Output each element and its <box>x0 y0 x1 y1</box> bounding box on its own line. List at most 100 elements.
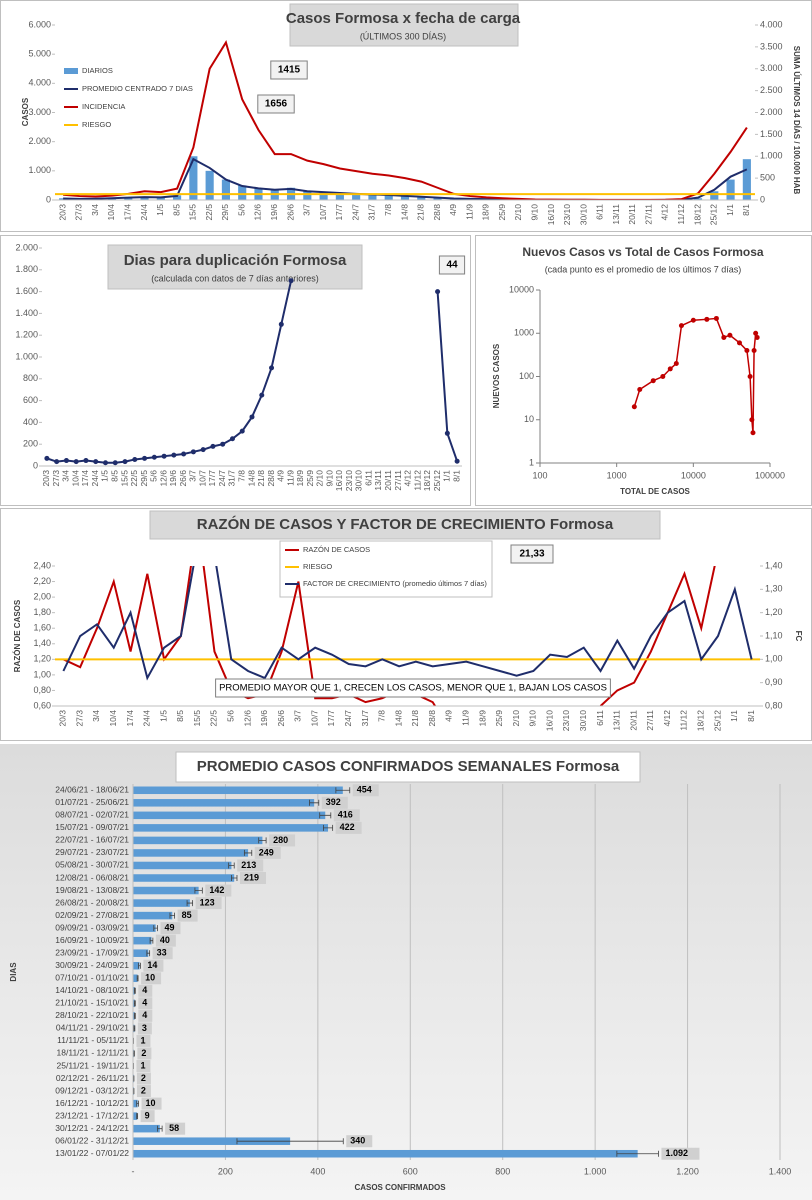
x-tick-label: 3/4 <box>61 470 71 482</box>
y2ticks-label: 0,90 <box>765 677 783 687</box>
bar <box>133 924 156 932</box>
data-label: 10 <box>145 973 155 983</box>
point <box>142 455 148 461</box>
x-tick-label: 2/10 <box>513 204 523 221</box>
x-tick-label: 9/10 <box>529 204 539 221</box>
y-tick-label: 28/10/21 - 22/10/21 <box>55 1010 129 1020</box>
x-tick-label: 31/7 <box>367 204 377 221</box>
y2ticks-label: 3.000 <box>760 63 783 73</box>
legend-label: RAZÓN DE CASOS <box>303 545 370 554</box>
yticks-label: 1.400 <box>15 308 38 318</box>
x-tick-label: 100000 <box>755 470 785 480</box>
x-tick-label: 1/1 <box>725 204 735 216</box>
data-label-box <box>352 784 379 797</box>
bar <box>693 198 703 200</box>
x-tick-label: 14/8 <box>393 710 403 727</box>
data-label: 416 <box>338 810 353 820</box>
chart-title: RAZÓN DE CASOS Y FACTOR DE CRECIMIENTO F… <box>197 515 614 533</box>
annotation: 44 <box>446 260 458 271</box>
x-axis-label: CASOS CONFIRMADOS <box>354 1183 446 1192</box>
bar <box>140 196 149 200</box>
y-tick-label: 13/01/22 - 07/01/22 <box>55 1148 129 1158</box>
chart-title: PROMEDIO CASOS CONFIRMADOS SEMANALES For… <box>197 758 620 775</box>
data-label-box <box>138 997 153 1010</box>
data-label: 392 <box>326 797 341 807</box>
point <box>749 417 755 423</box>
x-tick-label: 10/4 <box>108 710 118 727</box>
bar <box>133 1012 135 1020</box>
chart-title: Dias para duplicación Formosa <box>124 252 347 269</box>
bar <box>726 179 735 200</box>
yticks-label: 1.000 <box>28 165 51 175</box>
bar <box>133 1124 160 1133</box>
x-tick-label: 1/1 <box>729 710 739 722</box>
annotation: 1415 <box>278 65 301 76</box>
bar <box>124 197 133 200</box>
x-tick-label: 25/9 <box>497 204 507 221</box>
bar <box>368 194 377 200</box>
x-tick-label: 9/10 <box>324 470 334 487</box>
x-tick-label: - <box>132 1166 135 1176</box>
y-tick-label: 02/12/21 - 26/11/21 <box>56 1073 129 1083</box>
x-tick-label: 17/4 <box>80 470 90 487</box>
y-tick-label: 08/07/21 - 02/07/21 <box>55 810 129 820</box>
annotation: 1656 <box>265 99 288 110</box>
yticks-label: 4.000 <box>28 78 51 88</box>
y-tick-label: 30/09/21 - 24/09/21 <box>55 960 129 970</box>
point <box>678 323 684 329</box>
y2ticks-label: 1,10 <box>765 630 783 640</box>
title-box <box>175 751 641 783</box>
x-tick-label: 23/10 <box>562 204 572 226</box>
annotation-box <box>438 255 466 275</box>
data-label: 1.092 <box>665 1148 688 1158</box>
point <box>83 458 89 464</box>
point <box>278 321 284 327</box>
x-tick-label: 15/5 <box>119 470 129 487</box>
y-tick-label: 29/07/21 - 23/07/21 <box>55 847 129 857</box>
data-label-box <box>269 834 296 847</box>
legend-label: FACTOR DE CRECIMIENTO (promedio últimos … <box>303 579 487 588</box>
x-tick-label: 100 <box>532 470 547 480</box>
yticks-label: 2,00 <box>33 591 51 601</box>
x-tick-label: 2/10 <box>315 470 325 487</box>
data-label-box <box>155 934 176 947</box>
y2-axis-label: SUMA ÚLTIMOS 14 DÍAS / 100.000 HAB <box>792 46 801 195</box>
data-label: 9 <box>145 1111 150 1121</box>
x-tick-label: 16/10 <box>334 470 344 492</box>
title-box <box>149 510 661 540</box>
x-tick-label: 25/12 <box>432 470 442 492</box>
point <box>269 365 275 371</box>
x-tick-label: 27/3 <box>74 204 84 221</box>
data-label: 4 <box>142 998 147 1008</box>
annotation: PROMEDIO MAYOR QUE 1, CRECEN LOS CASOS, … <box>219 683 607 694</box>
plot-area <box>44 278 460 466</box>
annotation-box <box>215 678 611 698</box>
point <box>435 289 441 295</box>
y-tick-label: 24/06/21 - 18/06/21 <box>55 785 129 795</box>
y-tick-label: 14/10/21 - 08/10/21 <box>55 985 129 995</box>
error-bar <box>136 1100 139 1107</box>
x-tick-label: 26/6 <box>276 710 286 727</box>
data-label: 1 <box>140 1060 145 1070</box>
y2ticks-label: 1,20 <box>765 607 783 617</box>
point <box>713 315 719 321</box>
x-axis-label: TOTAL DE CASOS <box>620 487 690 496</box>
y-tick-label: 26/08/21 - 20/08/21 <box>55 897 129 907</box>
y-tick-label: 04/11/21 - 29/10/21 <box>56 1023 129 1033</box>
data-label-box <box>138 984 153 997</box>
bar <box>133 824 329 832</box>
x-tick-label: 6/11 <box>595 204 605 220</box>
point <box>190 449 196 455</box>
x-tick-label: 17/4 <box>125 710 135 727</box>
bar <box>133 799 315 807</box>
bar <box>133 811 326 820</box>
x-tick-label: 2/10 <box>511 710 521 727</box>
x-tick-label: 10/4 <box>106 204 116 221</box>
point <box>93 459 99 465</box>
x-tick-label: 31/7 <box>360 710 370 727</box>
error-bar <box>323 824 334 831</box>
x-tick-label: 800 <box>495 1166 510 1176</box>
x-tick-label: 8/5 <box>171 204 181 216</box>
x-tick-label: 13/11 <box>373 470 383 491</box>
annotation: 21,33 <box>519 549 544 560</box>
